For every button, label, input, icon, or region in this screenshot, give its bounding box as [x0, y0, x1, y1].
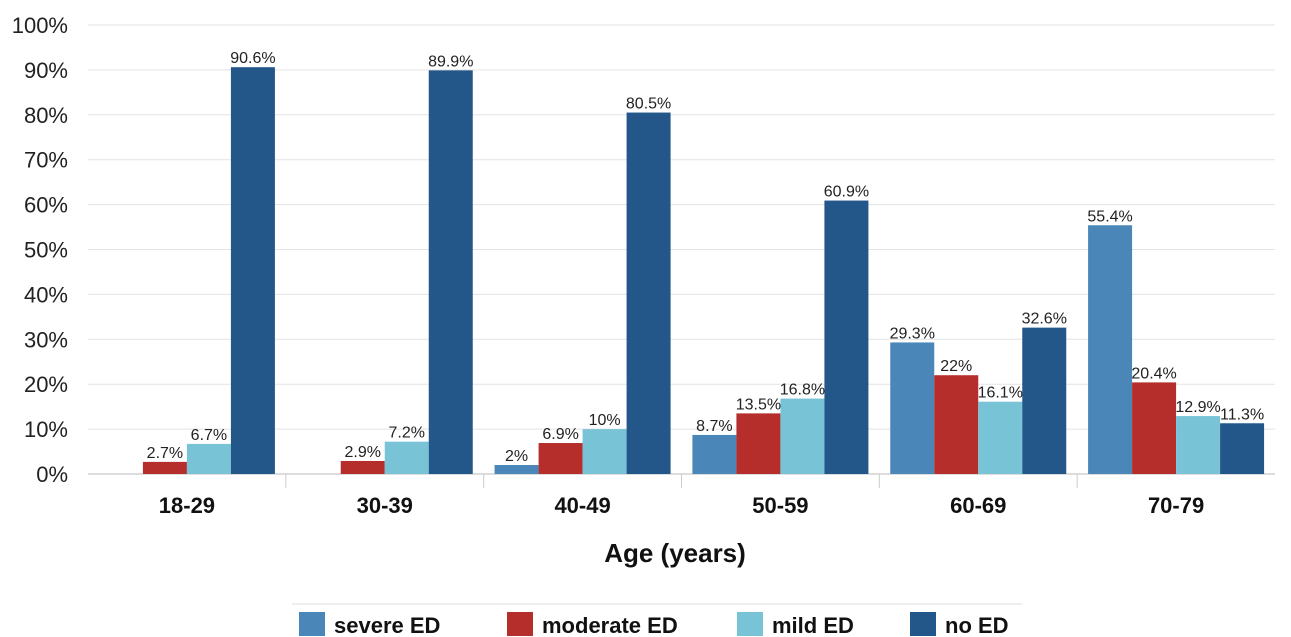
y-tick-label: 0% [36, 462, 68, 487]
data-label: 55.4% [1087, 208, 1132, 225]
bar-mild-ed [978, 401, 1023, 474]
x-axis-title: Age (years) [604, 538, 746, 568]
bar-no-ed [230, 67, 275, 475]
x-axis-categories: 18-29 30-39 40-49 50-59 60-69 70-79 [159, 493, 1204, 518]
data-label: 22% [940, 358, 972, 375]
y-tick-label: 10% [24, 417, 68, 442]
bar-no-ed [1220, 423, 1265, 474]
legend-label: moderate ED [542, 613, 678, 637]
data-label: 13.5% [736, 396, 781, 413]
bar-moderate-ed [1132, 382, 1177, 474]
y-tick-label: 30% [24, 327, 68, 352]
bar-no-ed [1022, 327, 1067, 474]
y-tick-label: 100% [12, 13, 68, 38]
data-label: 80.5% [626, 96, 671, 113]
data-label: 60.9% [824, 184, 869, 201]
category-label: 70-79 [1148, 493, 1204, 518]
data-label: 11.3% [1220, 406, 1264, 423]
data-label: 90.6% [230, 50, 275, 67]
y-tick-label: 70% [24, 148, 68, 173]
data-label: 6.7% [191, 427, 227, 444]
category-label: 60-69 [950, 493, 1006, 518]
data-label: 12.9% [1175, 399, 1220, 416]
legend-label: no ED [945, 613, 1009, 637]
bar-severe-ed [692, 434, 737, 474]
bar-moderate-ed [142, 461, 187, 474]
data-label: 20.4% [1131, 365, 1176, 382]
bar-severe-ed [494, 465, 539, 474]
bar-moderate-ed [340, 460, 385, 474]
y-tick-label: 20% [24, 372, 68, 397]
bar-mild-ed [186, 443, 231, 474]
data-label: 29.3% [890, 325, 935, 342]
bar-moderate-ed [538, 443, 583, 474]
legend-swatch [507, 612, 533, 636]
legend-swatch [737, 612, 763, 636]
bar-no-ed [824, 200, 869, 474]
category-label: 18-29 [159, 493, 215, 518]
data-label: 10% [589, 412, 621, 429]
category-label: 30-39 [357, 493, 413, 518]
y-tick-label: 80% [24, 103, 68, 128]
legend-label: severe ED [334, 613, 440, 637]
data-label: 7.2% [389, 425, 425, 442]
data-labels: 2.7% 6.7% 90.6% 2.9% 7.2% 89.9% 2% 6.9% 10% 80.5%… [147, 50, 1264, 465]
bar-mild-ed [780, 398, 825, 474]
data-label: 32.6% [1022, 311, 1067, 328]
bar-moderate-ed [736, 413, 781, 474]
category-label: 40-49 [554, 493, 610, 518]
bars [142, 67, 1265, 475]
legend-swatch [299, 612, 325, 636]
gridlines [88, 24, 1275, 488]
y-tick-label: 90% [24, 58, 68, 83]
data-label: 2.9% [345, 444, 381, 461]
y-tick-label: 50% [24, 238, 68, 263]
bar-mild-ed [1176, 416, 1221, 474]
data-label: 6.9% [542, 426, 578, 443]
legend-swatch [910, 612, 936, 636]
data-label: 16.1% [978, 385, 1023, 402]
bar-severe-ed [890, 342, 935, 474]
bar-no-ed [626, 112, 671, 475]
data-label: 16.8% [780, 382, 825, 399]
bar-no-ed [428, 70, 473, 474]
data-label: 2% [505, 448, 528, 465]
y-axis-ticks: 0% 10% 20% 30% 40% 50% 60% 70% 80% 90% 100% [12, 13, 68, 487]
data-label: 8.7% [696, 418, 732, 435]
bar-mild-ed [582, 429, 627, 474]
legend-label: mild ED [772, 613, 854, 637]
bar-severe-ed [1088, 225, 1133, 474]
data-label: 89.9% [428, 53, 473, 70]
legend: severe ED moderate ED mild ED no ED [292, 603, 1022, 637]
data-label: 2.7% [147, 445, 183, 462]
category-label: 50-59 [752, 493, 808, 518]
y-tick-label: 60% [24, 193, 68, 218]
bar-moderate-ed [934, 375, 979, 474]
y-tick-label: 40% [24, 282, 68, 307]
bar-mild-ed [384, 441, 429, 474]
